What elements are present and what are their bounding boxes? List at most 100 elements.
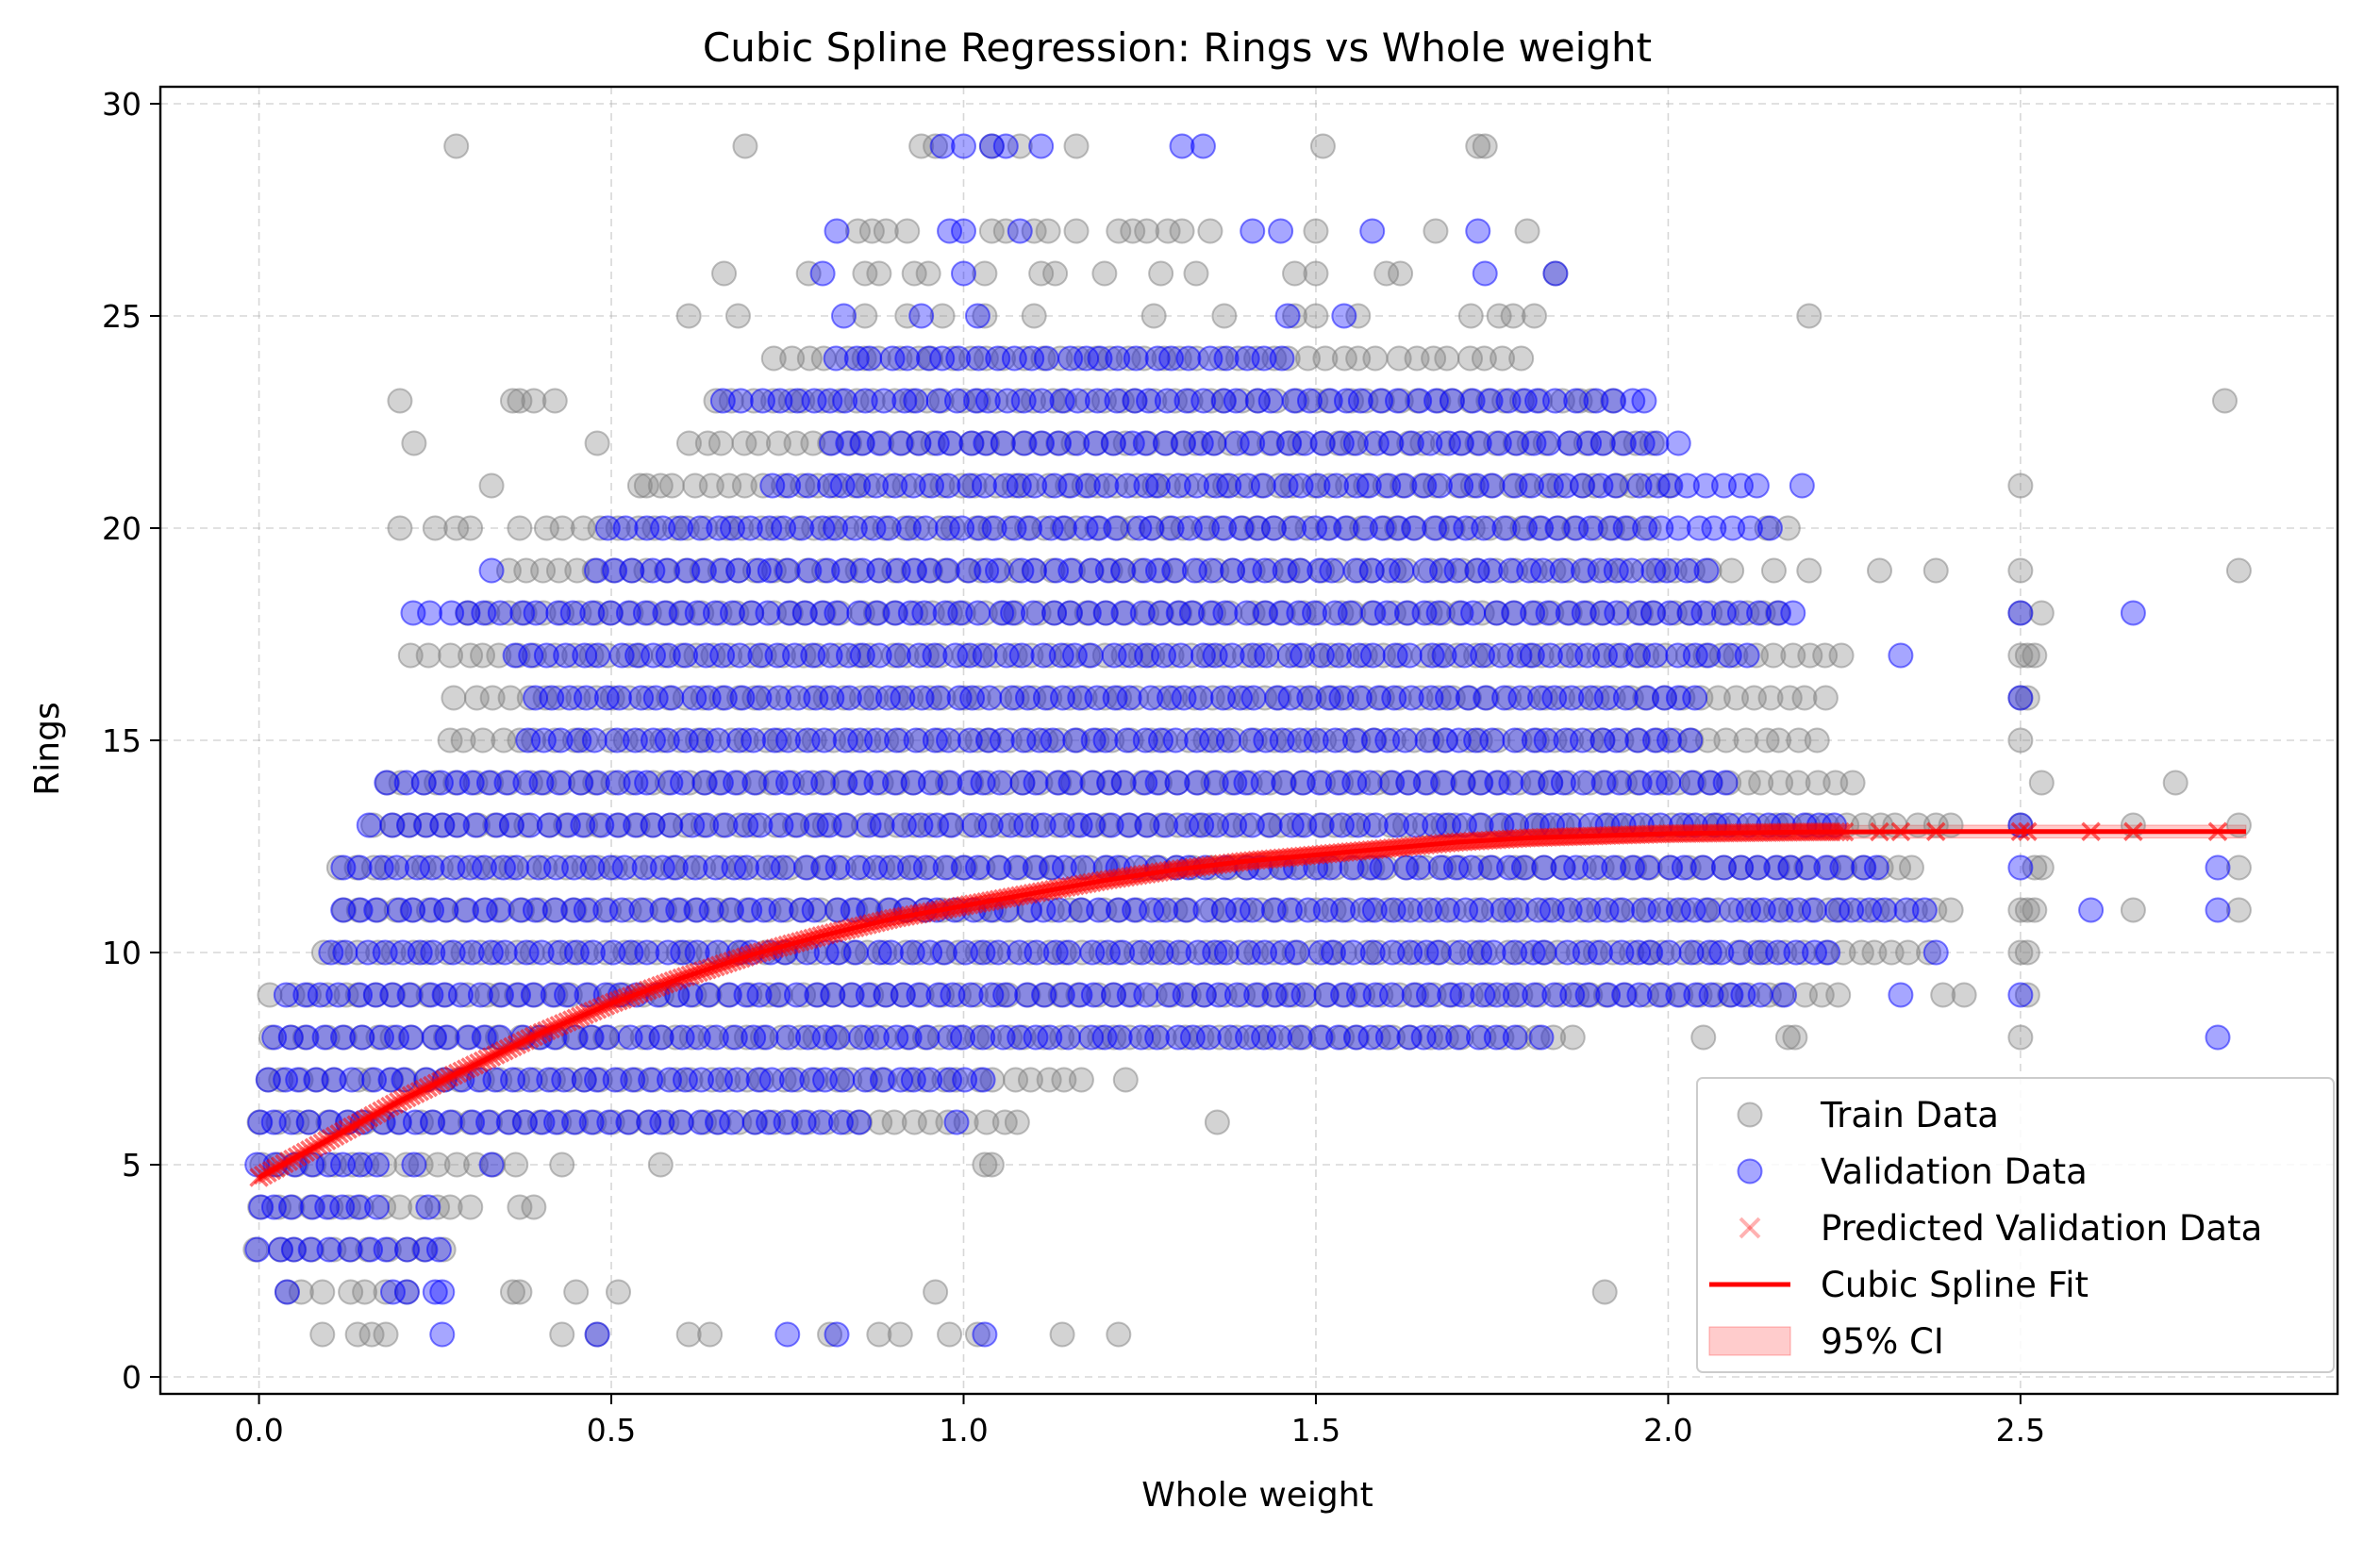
validation-point [1415,982,1441,1008]
validation-point [1695,897,1722,923]
train-point [1475,982,1502,1008]
train-point [791,982,817,1008]
validation-point [1169,133,1195,159]
validation-point [585,642,611,669]
validation-point [810,770,837,796]
train-point [1389,897,1415,923]
train-point [894,218,921,244]
validation-point [1213,939,1240,966]
x-tick-label: 1.0 [939,1412,988,1449]
validation-point [415,1194,441,1220]
validation-point [478,1152,505,1178]
validation-point [1642,642,1669,669]
validation-point [478,557,505,584]
validation-point [1240,685,1267,711]
train-point [1463,897,1490,923]
train-point [2007,557,2034,584]
validation-point [2205,1024,2231,1051]
train-point [658,472,685,499]
validation-point [753,1024,779,1051]
legend: Train Data Validation Data Predicted Valid… [1696,1077,2335,1373]
validation-point [719,1109,745,1135]
train-point [1938,897,1964,923]
validation-point [770,854,796,881]
train-point [563,1279,590,1305]
legend-label: Train Data [1820,1095,1999,1135]
validation-point [584,1321,610,1348]
validation-point [842,939,869,966]
train-point [1063,133,1090,159]
train-point [2162,770,2189,796]
train-point [344,1321,371,1348]
train-point [458,515,484,541]
validation-point [2007,982,2034,1008]
validation-point [1425,600,1452,626]
train-point [1148,260,1174,287]
validation-point [992,982,1019,1008]
validation-point [612,515,639,541]
validation-point [339,1067,365,1093]
train-point [1388,260,1414,287]
validation-point [1734,642,1760,669]
validation-point [1254,642,1280,669]
validation-point [972,472,998,499]
validation-point [846,1109,873,1135]
validation-point [1212,600,1239,626]
validation-point [2007,600,2034,626]
validation-point [755,600,781,626]
train-point [2028,600,2055,626]
validation-point [1480,939,1506,966]
validation-point [1162,727,1189,754]
train-point [1003,1067,1029,1093]
validation-point [972,642,998,669]
validation-point [607,685,633,711]
train-point [450,939,476,966]
validation-point [398,1024,424,1051]
train-point [1791,685,1818,711]
train-point [732,133,758,159]
validation-point [1549,557,1575,584]
validation-point [1056,939,1082,966]
validation-point [1588,939,1614,966]
validation-point [437,1109,463,1135]
validation-point [774,557,801,584]
validation-point [1603,472,1629,499]
validation-point [1190,133,1216,159]
validation-point [1240,218,1266,244]
train-point [458,1194,484,1220]
train-point [2014,982,2040,1008]
validation-point [1022,557,1048,584]
validation-point [936,727,962,754]
train-point [697,1321,724,1348]
train-point [972,260,998,287]
validation-point [987,770,1013,796]
validation-point [2007,685,2034,711]
validation-point [1460,600,1487,626]
validation-point [429,1279,456,1305]
train-point [372,1152,398,1178]
validation-point [1465,218,1491,244]
train-point [977,939,1004,966]
train-point [762,854,789,881]
train-point [549,1321,575,1348]
train-point [519,939,545,966]
train-point [338,1279,364,1305]
train-point [424,1194,451,1220]
train-point [711,260,738,287]
validation-point [1331,303,1357,329]
legend-marker [1737,1158,1763,1185]
train-point [608,1024,635,1051]
validation-point [1479,727,1506,754]
train-point [1021,303,1047,329]
validation-point [1033,345,1059,372]
train-point [784,1067,810,1093]
validation-point [934,557,960,584]
validation-point [1536,430,1562,456]
validation-point [1257,388,1284,414]
train-point [541,388,568,414]
validation-point [1542,260,1569,287]
train-point [521,1194,547,1220]
validation-point [705,727,731,754]
validation-point [274,1279,300,1305]
validation-point [695,982,722,1008]
